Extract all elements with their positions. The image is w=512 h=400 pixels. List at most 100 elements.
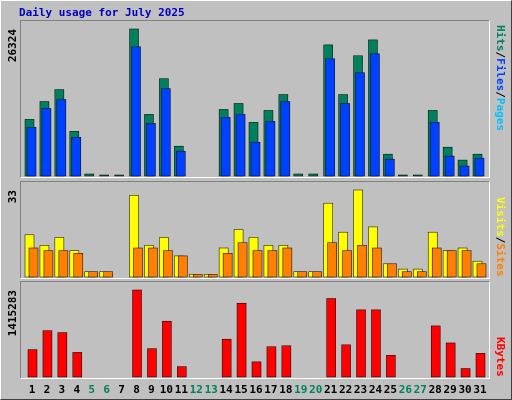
bar [84, 173, 94, 177]
bar [430, 325, 441, 378]
bar [281, 345, 292, 378]
bar [133, 247, 143, 278]
plot-bevel-light [20, 281, 490, 379]
x-tick-label: 24 [369, 383, 383, 396]
bar [280, 101, 291, 177]
legend-separator: / [494, 91, 507, 98]
legend-entry: Pages [494, 98, 507, 131]
x-tick-label: 21 [324, 383, 338, 396]
bar [207, 274, 218, 278]
bar [476, 263, 487, 278]
chart-title: Daily usage for July 2025 [19, 6, 185, 19]
bar [297, 271, 308, 278]
bar [99, 174, 109, 177]
bar [193, 274, 203, 278]
bar [459, 165, 470, 177]
bar [88, 271, 98, 278]
plot-bevel-dark [20, 281, 490, 379]
legend: Hits/Files/Pages [494, 25, 507, 131]
bar [460, 368, 471, 378]
bar [431, 247, 442, 278]
x-tick-label: 13 [205, 383, 218, 396]
bar [43, 250, 54, 278]
x-tick-label: 4 [73, 383, 80, 396]
bar [475, 353, 486, 378]
bar [103, 271, 113, 278]
x-tick-label: 20 [309, 383, 322, 396]
y-tick-label: 33 [6, 190, 19, 203]
bar [56, 99, 67, 177]
x-tick-label: 6 [103, 383, 110, 396]
bar [387, 263, 397, 278]
plot-bevel-dark [20, 20, 490, 178]
x-tick-label: 10 [160, 383, 173, 396]
bar [446, 250, 457, 278]
bar [417, 271, 427, 278]
bar [461, 250, 472, 278]
bar [370, 53, 380, 177]
x-tick-label: 23 [354, 383, 367, 396]
bar [308, 173, 318, 177]
bar [474, 157, 485, 177]
bar [132, 289, 142, 378]
bar [251, 361, 262, 378]
bar [340, 103, 350, 177]
legend-entry: Sites [494, 243, 507, 276]
bar [267, 250, 278, 278]
bar [71, 136, 82, 177]
x-tick-label: 5 [88, 383, 95, 396]
x-tick-label: 30 [458, 383, 471, 396]
x-tick-label: 26 [399, 383, 413, 396]
x-tick-label: 31 [473, 383, 487, 396]
plot-bevel-dark [20, 181, 490, 279]
bar [131, 46, 141, 177]
legend-separator: / [494, 52, 507, 59]
legend-entry: Visits [494, 197, 507, 237]
bar [372, 247, 382, 278]
bar [58, 250, 69, 278]
bar [356, 309, 366, 378]
bar [147, 348, 157, 378]
bar [355, 72, 365, 177]
x-tick-label: 17 [264, 383, 277, 396]
legend: Visits/Sites [494, 197, 507, 277]
bar [398, 174, 408, 177]
bar [250, 141, 261, 177]
x-tick-label: 29 [444, 383, 457, 396]
bar [178, 255, 188, 278]
x-tick-label: 28 [429, 383, 442, 396]
bar [282, 247, 293, 278]
bar [28, 247, 39, 278]
bar [72, 352, 83, 378]
bar [27, 349, 38, 378]
bar [293, 173, 304, 177]
bar [265, 121, 276, 177]
bar [445, 342, 456, 378]
bar [402, 271, 412, 278]
bar [342, 250, 352, 278]
x-tick-label: 15 [234, 383, 247, 396]
plot-bevel-light [20, 20, 490, 178]
x-tick-label: 12 [190, 383, 203, 396]
bar [357, 245, 367, 278]
bar [385, 158, 395, 177]
bar [252, 250, 263, 278]
legend: KBytes [494, 337, 507, 377]
legend-entry: Files [494, 58, 507, 91]
legend-entry: Hits [494, 25, 507, 52]
x-tick-label: 22 [339, 383, 352, 396]
bar [444, 155, 455, 177]
bar [57, 332, 68, 378]
bar [326, 298, 336, 378]
x-tick-label: 11 [175, 383, 189, 396]
legend-separator: / [494, 237, 507, 244]
bar [114, 174, 124, 177]
bar [413, 174, 423, 177]
bar [221, 338, 232, 378]
bar [237, 242, 248, 278]
bar [235, 114, 246, 177]
x-tick-label: 18 [279, 383, 292, 396]
x-tick-label: 19 [294, 383, 307, 396]
